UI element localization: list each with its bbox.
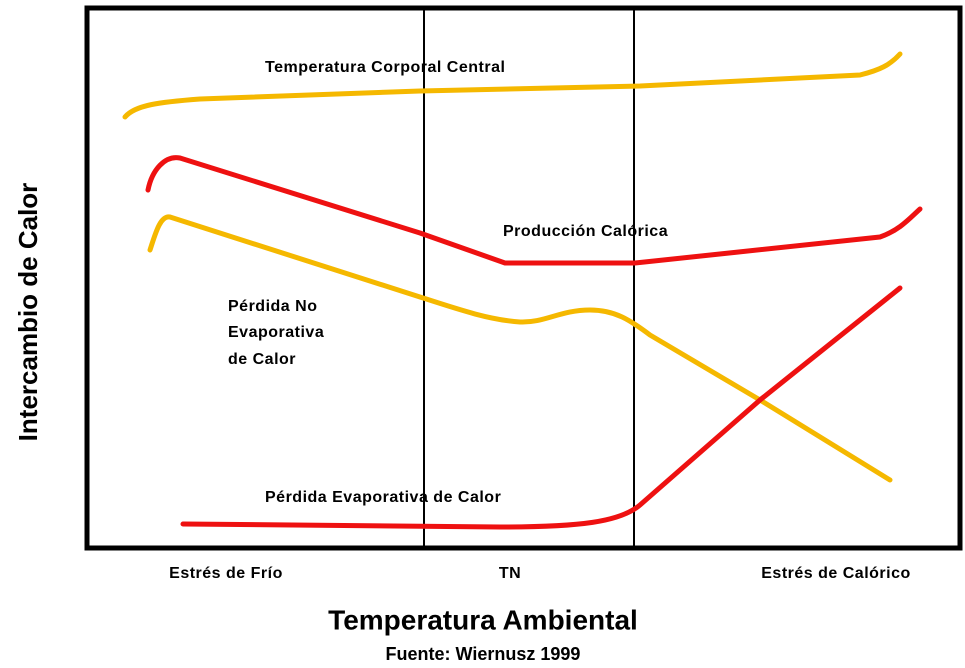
curve-label: Pérdida Evaporativa de Calor [265,489,501,506]
heat-production-curve [145,155,923,266]
zone-label: TN [499,565,521,582]
x-axis-label: Temperatura Ambiental [328,604,638,635]
zone-label: Estrés de Calórico [761,565,911,582]
curve-label: Temperatura Corporal Central [265,59,505,76]
curve-label: Evaporativa [228,324,324,341]
curve-label: Pérdida No [228,298,317,315]
curve-label: de Calor [228,351,296,368]
zone-label: Estrés de Frío [169,565,283,582]
core-temperature-curve [122,51,903,120]
y-axis-label: Intercambio de Calor [13,183,43,442]
plot-frame [84,5,963,551]
source: Fuente: Wiernusz 1999 [386,644,581,664]
non-evaporative-loss-curve [147,214,893,483]
curve-label: Producción Calórica [503,223,668,240]
evaporative-loss-curve [180,285,903,530]
